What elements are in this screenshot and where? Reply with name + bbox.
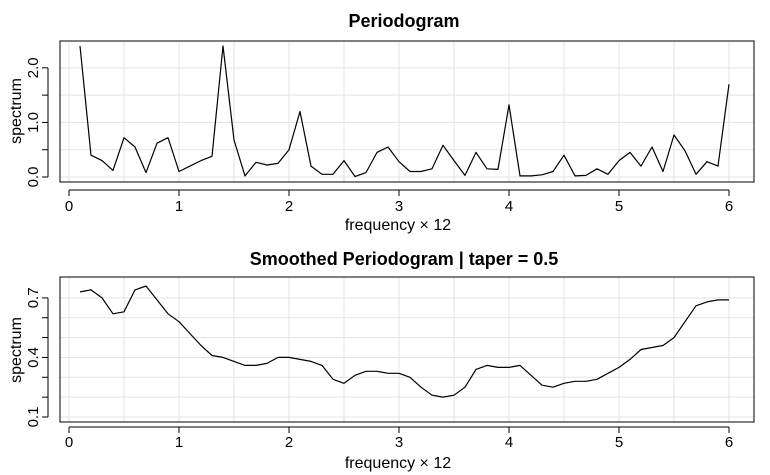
series-line	[79, 285, 729, 398]
x-tick-label: 6	[725, 434, 733, 451]
smoothed-periodogram-panel: Smoothed Periodogram | taper = 0.5 0 1 2 3 4…	[8, 249, 755, 472]
y-axis: 0.0 1.0 2.0	[25, 57, 49, 188]
x-tick-label: 2	[285, 198, 293, 215]
x-tick-label: 1	[175, 198, 183, 215]
chart-title: Periodogram	[348, 11, 459, 31]
x-tick-label: 3	[395, 434, 403, 451]
plot-frame	[59, 276, 755, 423]
x-tick-label: 0	[65, 434, 73, 451]
y-axis-label: spectrum	[8, 317, 25, 383]
series-line-group	[79, 45, 730, 178]
x-tick-label: 2	[285, 434, 293, 451]
x-tick-label: 5	[615, 434, 623, 451]
x-tick-label: 6	[725, 198, 733, 215]
x-tick-label: 3	[395, 198, 403, 215]
y-tick-label: 1.0	[25, 112, 42, 133]
y-tick-label: 2.0	[25, 57, 42, 78]
y-tick-label: 0.7	[25, 287, 42, 308]
x-tick-label: 4	[505, 198, 513, 215]
x-axis-label: frequency × 12	[345, 217, 451, 234]
x-tick-label: 5	[615, 198, 623, 215]
x-tick-label: 0	[65, 198, 73, 215]
grid-lines	[60, 41, 754, 182]
y-tick-label: 0.0	[25, 167, 42, 188]
series-line-group	[79, 285, 729, 398]
series-line	[79, 45, 730, 178]
x-axis: 0 1 2 3 4 5 6	[65, 189, 733, 215]
grid-lines	[60, 277, 754, 422]
x-tick-label: 4	[505, 434, 513, 451]
plot-frame	[59, 40, 755, 183]
y-tick-label: 0.4	[25, 347, 42, 368]
y-axis-label: spectrum	[8, 78, 25, 144]
x-axis: 0 1 2 3 4 5 6	[65, 426, 733, 451]
x-tick-label: 1	[175, 434, 183, 451]
x-axis-label: frequency × 12	[345, 455, 451, 472]
chart-title: Smoothed Periodogram | taper = 0.5	[250, 249, 559, 269]
y-tick-label: 0.1	[25, 407, 42, 428]
y-axis: 0.1 0.4 0.7	[25, 287, 49, 428]
periodogram-panel: Periodogram 0 1 2 3 4 5 6 0.0 1.0 2.0 frequency …	[8, 11, 755, 234]
